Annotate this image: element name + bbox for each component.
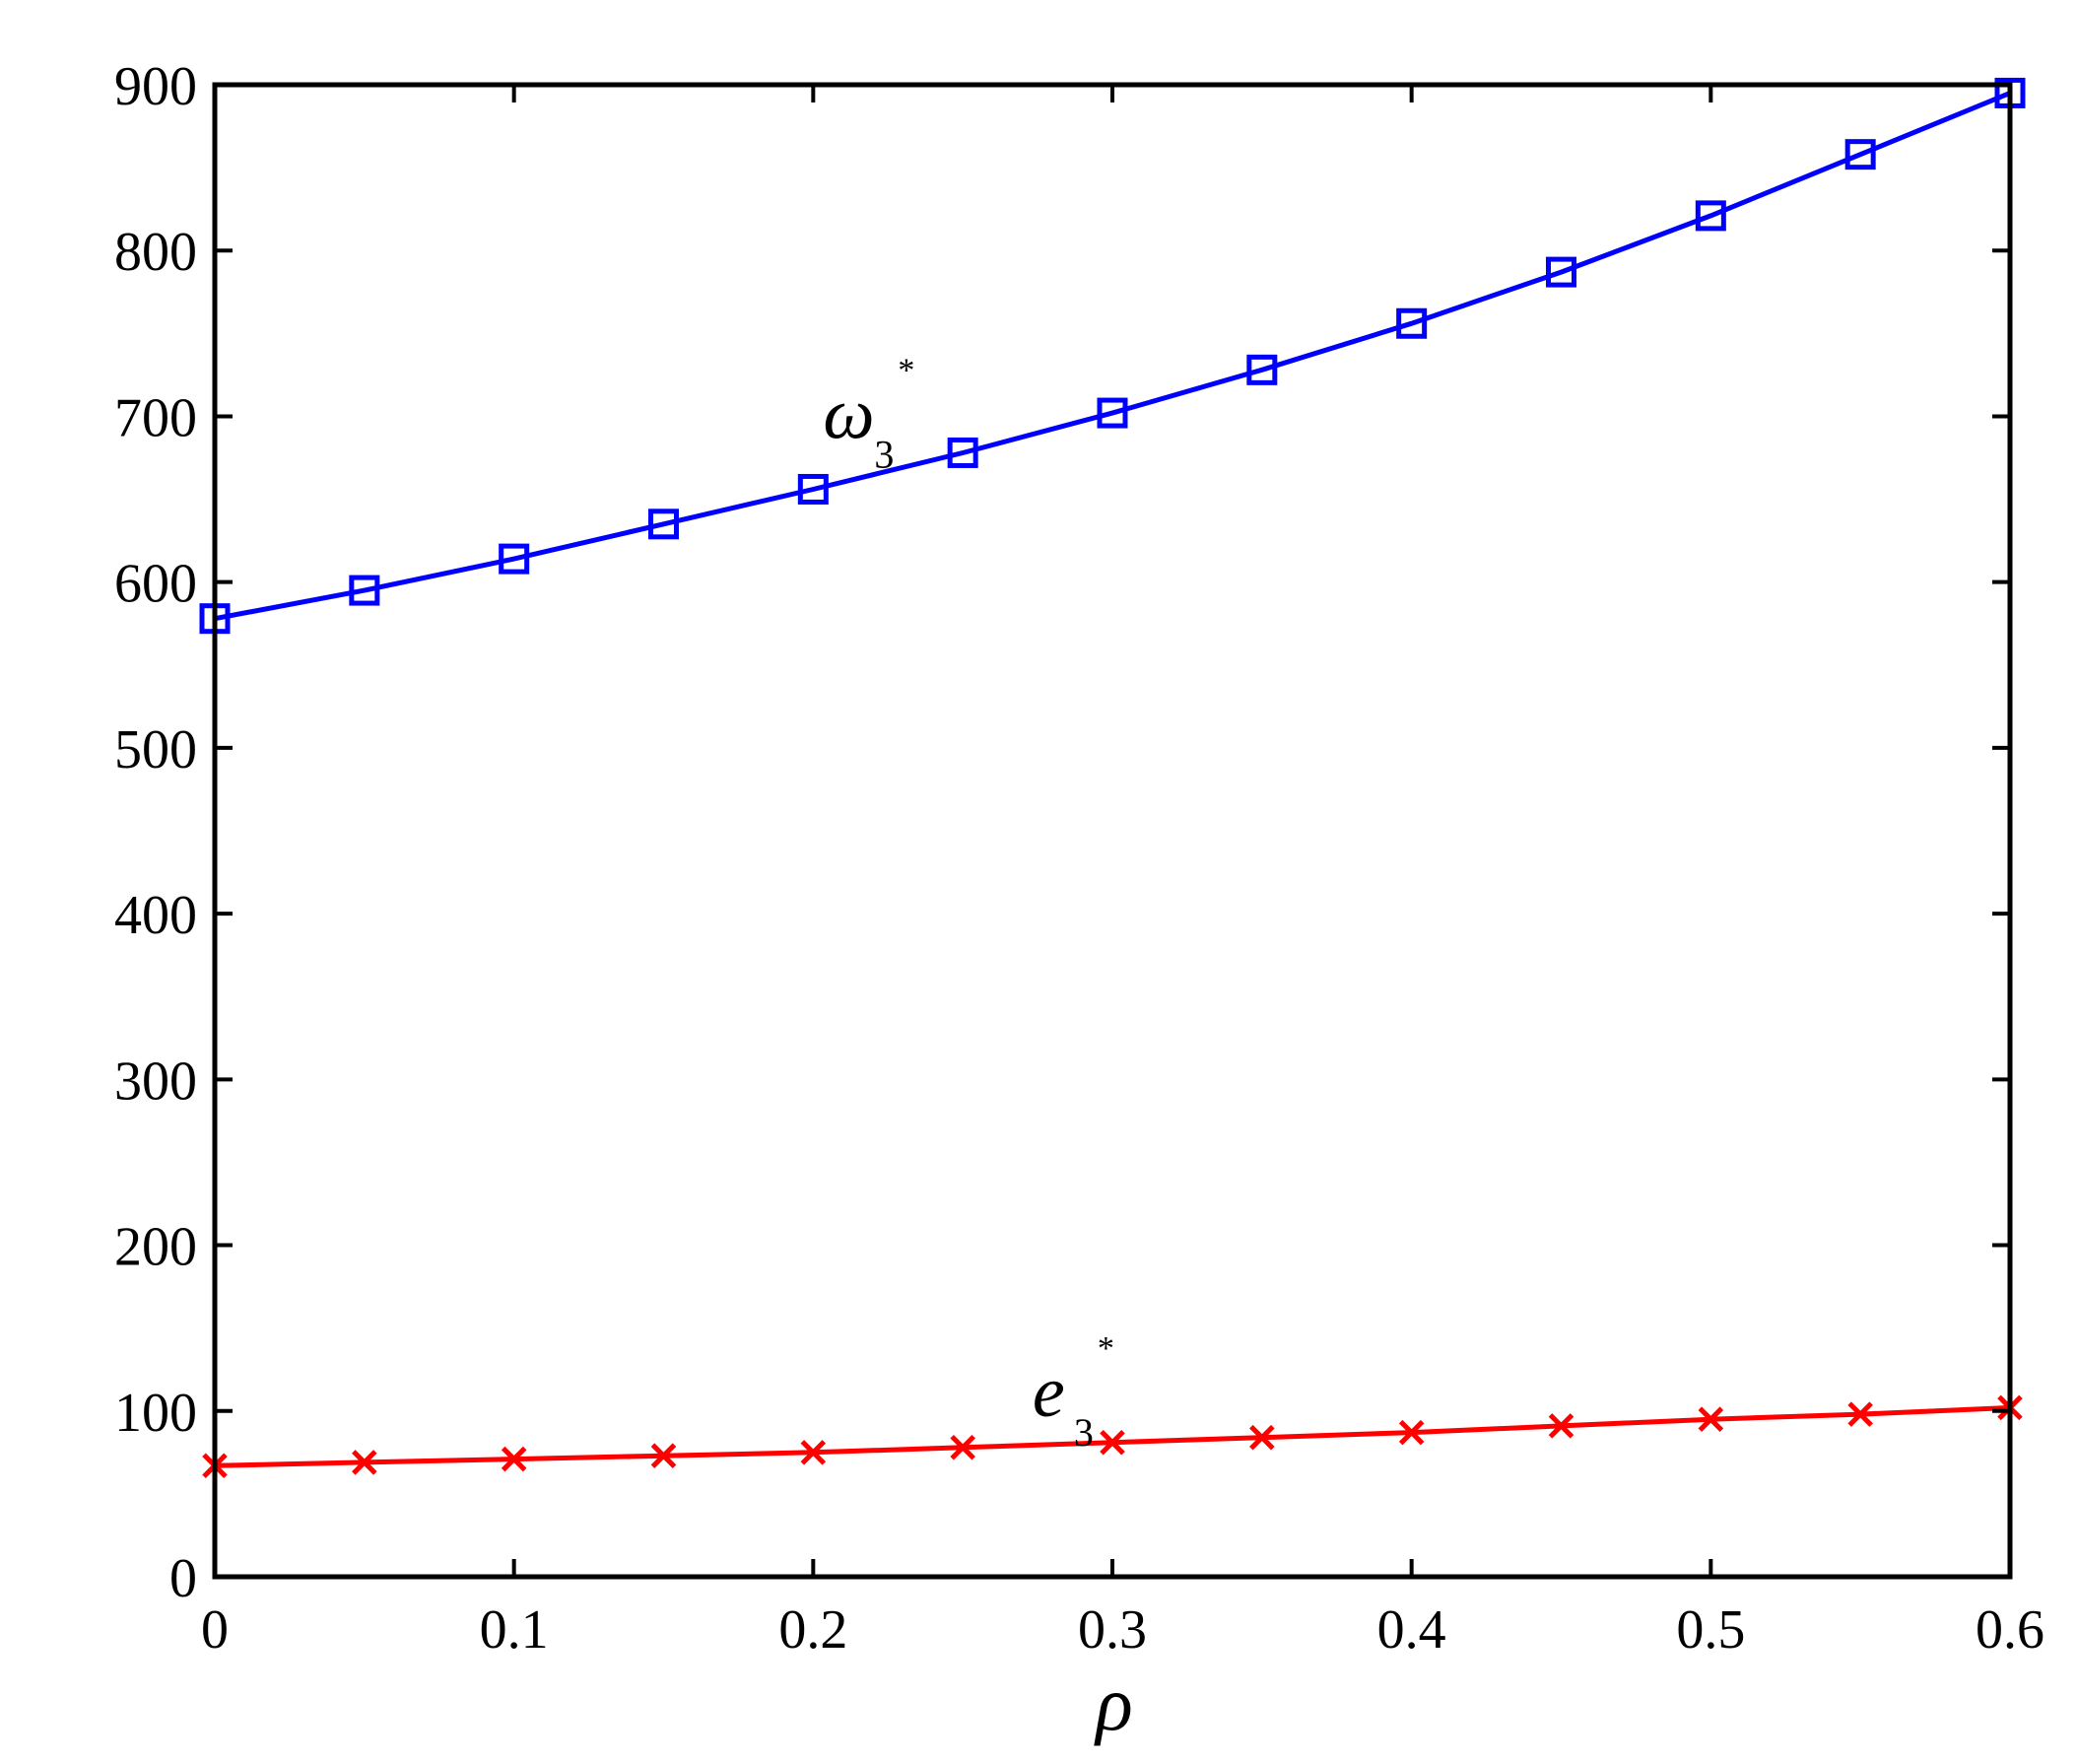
data-point	[1847, 1401, 1873, 1427]
data-point	[1698, 1406, 1724, 1432]
y-tick-label: 900	[114, 56, 197, 117]
data-point	[797, 473, 829, 505]
data-point	[1246, 354, 1278, 385]
series-label-superscript: *	[1098, 1330, 1114, 1367]
y-tick-label: 400	[114, 885, 197, 946]
data-point	[950, 1435, 975, 1460]
y-tick-label: 0	[169, 1548, 197, 1609]
series-label-subscript: 3	[874, 432, 894, 476]
y-tick-label: 500	[114, 719, 197, 780]
data-point	[352, 1450, 377, 1475]
x-tick-label: 0	[201, 1599, 229, 1661]
series-line	[214, 91, 2011, 622]
data-point	[650, 1443, 677, 1468]
data-point	[1097, 397, 1128, 429]
data-point-stroke	[352, 1450, 377, 1475]
data-point	[800, 1440, 827, 1465]
data-point	[349, 575, 380, 606]
data-point-stroke	[950, 1435, 975, 1460]
data-point	[1695, 200, 1726, 232]
data-point-stroke	[650, 1443, 677, 1468]
data-point	[1548, 1413, 1574, 1439]
plot-frame	[212, 82, 2013, 1580]
y-tick-label: 200	[114, 1217, 197, 1278]
data-point	[1249, 1424, 1275, 1451]
x-axis-title: ρ	[1094, 1661, 1132, 1746]
data-point-stroke	[800, 1440, 827, 1465]
labels-group: ρω 3*e 3*	[823, 352, 1132, 1746]
x-tick-label: 0.3	[1078, 1599, 1147, 1661]
data-point	[1398, 1419, 1425, 1446]
y-tick-label: 600	[114, 554, 197, 615]
data-point	[1844, 139, 1876, 170]
y-tick-label: 100	[114, 1383, 197, 1444]
data-point	[947, 437, 978, 468]
data-point-stroke	[1100, 1429, 1125, 1456]
data-point	[499, 543, 530, 575]
y-tick-label: 700	[114, 387, 197, 448]
y-tick-label: 300	[114, 1051, 197, 1112]
series-group	[199, 77, 2026, 1479]
data-point	[648, 509, 679, 540]
series-label: ω	[823, 373, 874, 454]
series-label: e	[1033, 1352, 1065, 1433]
series-label-subscript: 3	[1074, 1410, 1094, 1455]
y-tick-label: 800	[114, 222, 197, 283]
data-point	[1546, 256, 1576, 288]
data-point	[1100, 1429, 1125, 1456]
x-tick-label: 0.2	[778, 1599, 847, 1661]
data-point-stroke	[1249, 1424, 1275, 1451]
x-tick-label: 0.1	[480, 1599, 549, 1661]
series-label-superscript: *	[898, 352, 914, 388]
x-tick-label: 0.5	[1676, 1599, 1745, 1661]
data-point-stroke	[501, 1446, 527, 1472]
data-point	[1396, 307, 1428, 339]
data-point-stroke	[1847, 1401, 1873, 1427]
x-tick-label: 0.6	[1976, 1599, 2044, 1661]
data-point-stroke	[1398, 1419, 1425, 1446]
data-point-stroke	[1548, 1413, 1574, 1439]
data-point	[501, 1446, 527, 1472]
x-tick-label: 0.4	[1377, 1599, 1446, 1661]
ticks-group: 0 0.1 0.2 0.3 0.4 0.5 0.6 0 100 200 300 400 500 600 70…	[114, 56, 2044, 1661]
data-point-stroke	[1698, 1406, 1724, 1432]
